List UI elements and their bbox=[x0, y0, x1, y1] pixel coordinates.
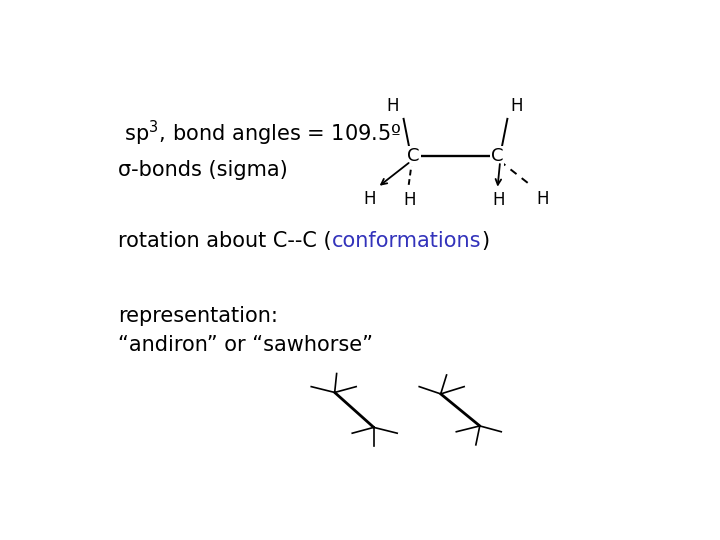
Text: ): ) bbox=[481, 231, 489, 251]
Text: H: H bbox=[403, 191, 416, 209]
Text: representation:: representation: bbox=[118, 306, 278, 326]
Text: σ-bonds (sigma): σ-bonds (sigma) bbox=[118, 160, 288, 180]
Text: H: H bbox=[387, 97, 400, 116]
Text: H: H bbox=[536, 190, 549, 207]
Text: conformations: conformations bbox=[331, 231, 481, 251]
Text: C: C bbox=[408, 147, 420, 165]
Text: rotation about C--C (: rotation about C--C ( bbox=[118, 231, 331, 251]
Text: sp$^3$, bond angles = 109.5º: sp$^3$, bond angles = 109.5º bbox=[118, 119, 401, 148]
Text: C: C bbox=[491, 147, 503, 165]
Text: H: H bbox=[510, 97, 523, 116]
Text: H: H bbox=[364, 190, 377, 207]
Text: “andiron” or “sawhorse”: “andiron” or “sawhorse” bbox=[118, 335, 373, 355]
Text: H: H bbox=[492, 191, 505, 209]
